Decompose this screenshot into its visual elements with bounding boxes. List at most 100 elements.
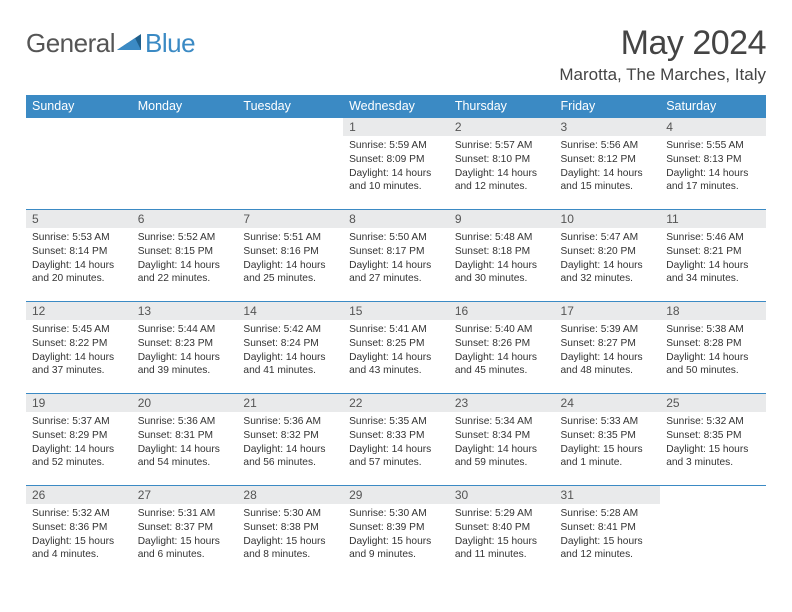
weekday-header: Sunday	[26, 95, 132, 118]
day-details: Sunrise: 5:53 AMSunset: 8:14 PMDaylight:…	[26, 228, 132, 288]
weekday-header: Monday	[132, 95, 238, 118]
day-number: 4	[660, 118, 766, 136]
weekday-header: Thursday	[449, 95, 555, 118]
calendar-cell: 11Sunrise: 5:46 AMSunset: 8:21 PMDayligh…	[660, 210, 766, 302]
sunset-line: Sunset: 8:38 PM	[243, 521, 337, 535]
sunrise-line: Sunrise: 5:32 AM	[32, 507, 126, 521]
day-number: 9	[449, 210, 555, 228]
daylight-line: Daylight: 14 hours and 22 minutes.	[138, 259, 232, 287]
sunset-line: Sunset: 8:41 PM	[561, 521, 655, 535]
calendar-week-row: 1Sunrise: 5:59 AMSunset: 8:09 PMDaylight…	[26, 118, 766, 210]
sunset-line: Sunset: 8:31 PM	[138, 429, 232, 443]
daylight-line: Daylight: 14 hours and 54 minutes.	[138, 443, 232, 471]
sunset-line: Sunset: 8:18 PM	[455, 245, 549, 259]
day-number: 2	[449, 118, 555, 136]
sunset-line: Sunset: 8:22 PM	[32, 337, 126, 351]
calendar-cell: 30Sunrise: 5:29 AMSunset: 8:40 PMDayligh…	[449, 486, 555, 578]
day-number: 20	[132, 394, 238, 412]
calendar-cell: 28Sunrise: 5:30 AMSunset: 8:38 PMDayligh…	[237, 486, 343, 578]
day-number: 11	[660, 210, 766, 228]
daylight-line: Daylight: 14 hours and 32 minutes.	[561, 259, 655, 287]
sunset-line: Sunset: 8:32 PM	[243, 429, 337, 443]
day-details: Sunrise: 5:32 AMSunset: 8:36 PMDaylight:…	[26, 504, 132, 564]
day-number: 19	[26, 394, 132, 412]
sunrise-line: Sunrise: 5:33 AM	[561, 415, 655, 429]
calendar-week-row: 5Sunrise: 5:53 AMSunset: 8:14 PMDaylight…	[26, 210, 766, 302]
calendar-cell: 13Sunrise: 5:44 AMSunset: 8:23 PMDayligh…	[132, 302, 238, 394]
calendar-cell: 21Sunrise: 5:36 AMSunset: 8:32 PMDayligh…	[237, 394, 343, 486]
weekday-header: Saturday	[660, 95, 766, 118]
month-title: May 2024	[559, 24, 766, 63]
day-details: Sunrise: 5:42 AMSunset: 8:24 PMDaylight:…	[237, 320, 343, 380]
calendar-cell: 9Sunrise: 5:48 AMSunset: 8:18 PMDaylight…	[449, 210, 555, 302]
sunrise-line: Sunrise: 5:31 AM	[138, 507, 232, 521]
day-number: 21	[237, 394, 343, 412]
calendar-cell: 17Sunrise: 5:39 AMSunset: 8:27 PMDayligh…	[555, 302, 661, 394]
day-number: 22	[343, 394, 449, 412]
calendar-cell	[26, 118, 132, 210]
sunrise-line: Sunrise: 5:35 AM	[349, 415, 443, 429]
daylight-line: Daylight: 15 hours and 11 minutes.	[455, 535, 549, 563]
day-details: Sunrise: 5:55 AMSunset: 8:13 PMDaylight:…	[660, 136, 766, 196]
sunrise-line: Sunrise: 5:47 AM	[561, 231, 655, 245]
sunset-line: Sunset: 8:26 PM	[455, 337, 549, 351]
sunrise-line: Sunrise: 5:52 AM	[138, 231, 232, 245]
daylight-line: Daylight: 14 hours and 57 minutes.	[349, 443, 443, 471]
sunrise-line: Sunrise: 5:51 AM	[243, 231, 337, 245]
daylight-line: Daylight: 15 hours and 6 minutes.	[138, 535, 232, 563]
daylight-line: Daylight: 14 hours and 43 minutes.	[349, 351, 443, 379]
day-details: Sunrise: 5:40 AMSunset: 8:26 PMDaylight:…	[449, 320, 555, 380]
day-number: 28	[237, 486, 343, 504]
calendar-cell: 29Sunrise: 5:30 AMSunset: 8:39 PMDayligh…	[343, 486, 449, 578]
day-number: 18	[660, 302, 766, 320]
sunrise-line: Sunrise: 5:32 AM	[666, 415, 760, 429]
daylight-line: Daylight: 14 hours and 17 minutes.	[666, 167, 760, 195]
sunset-line: Sunset: 8:10 PM	[455, 153, 549, 167]
brand-text-2: Blue	[145, 28, 195, 59]
daylight-line: Daylight: 15 hours and 3 minutes.	[666, 443, 760, 471]
sunset-line: Sunset: 8:23 PM	[138, 337, 232, 351]
day-number: 12	[26, 302, 132, 320]
daylight-line: Daylight: 14 hours and 34 minutes.	[666, 259, 760, 287]
day-number: 17	[555, 302, 661, 320]
sunset-line: Sunset: 8:40 PM	[455, 521, 549, 535]
sunrise-line: Sunrise: 5:56 AM	[561, 139, 655, 153]
day-details: Sunrise: 5:30 AMSunset: 8:39 PMDaylight:…	[343, 504, 449, 564]
calendar-cell: 6Sunrise: 5:52 AMSunset: 8:15 PMDaylight…	[132, 210, 238, 302]
calendar-cell: 12Sunrise: 5:45 AMSunset: 8:22 PMDayligh…	[26, 302, 132, 394]
sunrise-line: Sunrise: 5:37 AM	[32, 415, 126, 429]
day-number: 15	[343, 302, 449, 320]
daylight-line: Daylight: 14 hours and 30 minutes.	[455, 259, 549, 287]
sunset-line: Sunset: 8:16 PM	[243, 245, 337, 259]
day-details: Sunrise: 5:50 AMSunset: 8:17 PMDaylight:…	[343, 228, 449, 288]
sunset-line: Sunset: 8:29 PM	[32, 429, 126, 443]
daylight-line: Daylight: 15 hours and 4 minutes.	[32, 535, 126, 563]
day-number: 16	[449, 302, 555, 320]
day-number: 14	[237, 302, 343, 320]
sunset-line: Sunset: 8:20 PM	[561, 245, 655, 259]
sunset-line: Sunset: 8:24 PM	[243, 337, 337, 351]
day-details: Sunrise: 5:36 AMSunset: 8:32 PMDaylight:…	[237, 412, 343, 472]
sunset-line: Sunset: 8:36 PM	[32, 521, 126, 535]
sunrise-line: Sunrise: 5:45 AM	[32, 323, 126, 337]
daylight-line: Daylight: 14 hours and 12 minutes.	[455, 167, 549, 195]
day-details: Sunrise: 5:52 AMSunset: 8:15 PMDaylight:…	[132, 228, 238, 288]
day-details: Sunrise: 5:35 AMSunset: 8:33 PMDaylight:…	[343, 412, 449, 472]
brand-logo: General Blue	[26, 24, 195, 59]
sunrise-line: Sunrise: 5:36 AM	[243, 415, 337, 429]
sunrise-line: Sunrise: 5:57 AM	[455, 139, 549, 153]
sunrise-line: Sunrise: 5:28 AM	[561, 507, 655, 521]
day-number: 3	[555, 118, 661, 136]
calendar-cell: 31Sunrise: 5:28 AMSunset: 8:41 PMDayligh…	[555, 486, 661, 578]
calendar-table: SundayMondayTuesdayWednesdayThursdayFrid…	[26, 95, 766, 578]
day-details: Sunrise: 5:48 AMSunset: 8:18 PMDaylight:…	[449, 228, 555, 288]
calendar-cell: 18Sunrise: 5:38 AMSunset: 8:28 PMDayligh…	[660, 302, 766, 394]
sunset-line: Sunset: 8:21 PM	[666, 245, 760, 259]
day-details: Sunrise: 5:44 AMSunset: 8:23 PMDaylight:…	[132, 320, 238, 380]
sunrise-line: Sunrise: 5:53 AM	[32, 231, 126, 245]
weekday-header: Friday	[555, 95, 661, 118]
day-number: 27	[132, 486, 238, 504]
day-number: 26	[26, 486, 132, 504]
calendar-week-row: 26Sunrise: 5:32 AMSunset: 8:36 PMDayligh…	[26, 486, 766, 578]
calendar-cell: 10Sunrise: 5:47 AMSunset: 8:20 PMDayligh…	[555, 210, 661, 302]
